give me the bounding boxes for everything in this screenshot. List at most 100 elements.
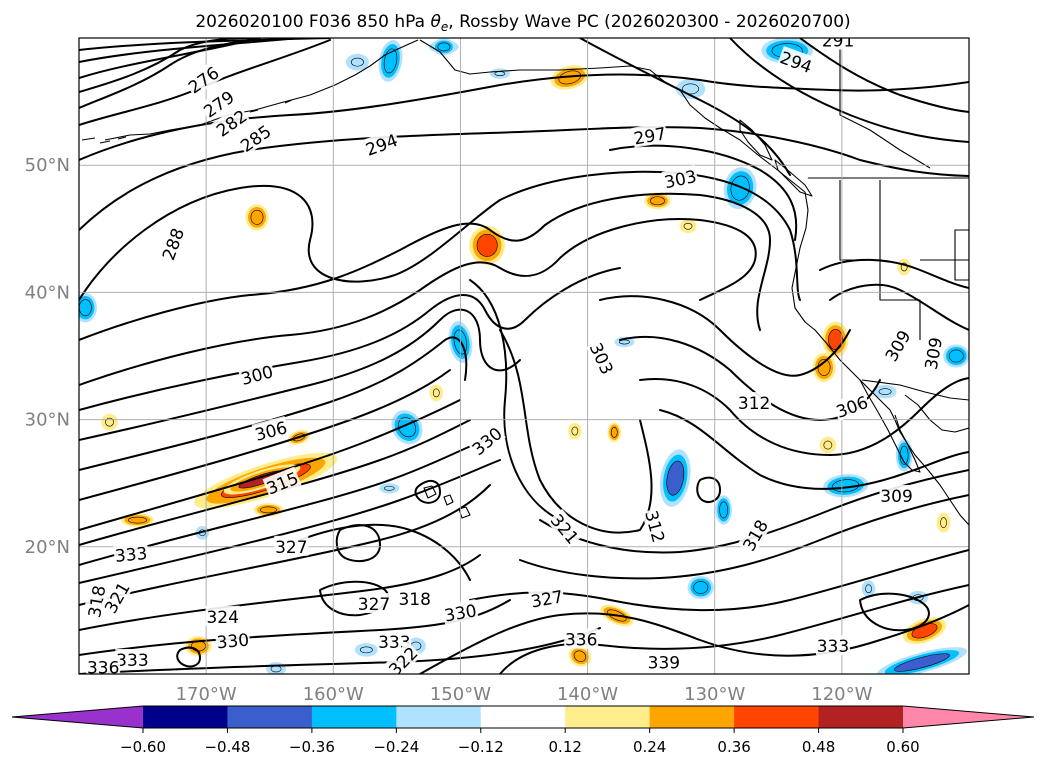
shaded-region xyxy=(812,352,836,383)
contour-label-bg xyxy=(356,593,391,614)
shaded-region xyxy=(823,474,869,498)
axis-labels: 170°W 160°W 150°W 140°W 130°W 120°W 20°N 30°N 40… xyxy=(25,155,873,705)
shaded-region xyxy=(391,410,423,445)
contour-line xyxy=(499,329,653,534)
contour-label: 333 xyxy=(815,635,850,657)
shaded-region-core xyxy=(878,388,892,395)
shaded-region xyxy=(432,38,456,56)
shaded-region-core xyxy=(894,653,950,672)
shaded-region-core xyxy=(719,501,728,519)
contour-label-bg xyxy=(528,585,566,611)
shaded-region-core xyxy=(105,417,114,427)
gridlines xyxy=(79,38,969,674)
colorbar-segment xyxy=(818,706,904,728)
shaded-region-core xyxy=(650,196,665,206)
contour-label-bg xyxy=(879,325,915,366)
contour-label-text: 318 xyxy=(398,590,430,610)
contour-line xyxy=(79,38,261,109)
coastline-hawaii-2 xyxy=(443,494,454,506)
contour-line xyxy=(819,258,969,289)
shaded-region-core xyxy=(865,584,872,594)
contour-label-bg xyxy=(274,535,309,556)
shaded-region xyxy=(469,225,506,265)
contour-line xyxy=(859,592,930,632)
contour-label: 291 xyxy=(821,38,856,52)
lat-tick-label: 20°N xyxy=(25,537,70,558)
shaded-region-core xyxy=(666,460,685,496)
contour-label-bg xyxy=(237,360,276,389)
shaded-region-core xyxy=(683,222,693,230)
contour-label-bg xyxy=(441,599,479,625)
contour-line xyxy=(79,170,801,301)
lat-tick-label: 40°N xyxy=(25,282,70,303)
shaded-region xyxy=(345,53,369,71)
shaded-region xyxy=(876,647,967,674)
contour-label-bg xyxy=(361,128,401,160)
shaded-region xyxy=(861,580,876,598)
shaded-region-core xyxy=(571,426,579,436)
contour-label-text: 324 xyxy=(206,608,238,628)
coastline-bc-islands xyxy=(739,119,773,161)
lon-tick-label: 120°W xyxy=(811,684,872,705)
shaded-region xyxy=(902,617,947,645)
contour-label-bg xyxy=(262,466,302,498)
colorbar-segment xyxy=(143,706,228,728)
contour-line xyxy=(469,279,561,521)
contour-line xyxy=(79,267,621,411)
border-us-states xyxy=(839,180,969,340)
contour-label-bg xyxy=(235,119,275,156)
contour-label-bg xyxy=(251,416,290,445)
contour-line xyxy=(829,283,969,331)
shaded-region xyxy=(245,204,269,231)
shaded-region-core xyxy=(940,517,947,529)
contour-line xyxy=(79,554,481,631)
shaded-region-core xyxy=(828,328,843,350)
lon-tick-label: 130°W xyxy=(684,684,745,705)
shaded-region xyxy=(644,192,671,210)
contour-line xyxy=(579,38,791,176)
contour-label: 336 xyxy=(86,656,121,674)
shaded-region xyxy=(79,292,97,323)
shaded-region xyxy=(568,422,582,440)
border-us-mexico xyxy=(861,379,969,401)
contour-label-bg xyxy=(115,649,150,670)
colorbar-tick-label: 0.36 xyxy=(717,738,750,756)
colorbar-tick-label: −0.36 xyxy=(289,738,335,756)
contour-line xyxy=(609,144,798,241)
contour-label-bg xyxy=(832,390,872,422)
contour-label-bg xyxy=(815,635,850,656)
shaded-region xyxy=(679,219,697,234)
contour-line xyxy=(659,409,969,490)
contour-label-text: 327 xyxy=(275,538,307,558)
contour-label: 297 xyxy=(631,122,669,150)
contour-label: 333 xyxy=(115,649,150,671)
contour-label: 336 xyxy=(564,628,599,651)
contour-label-bg xyxy=(198,85,238,122)
contour-label-text: 327 xyxy=(358,595,390,615)
shaded-region-core xyxy=(948,349,964,363)
coastline-alaska-inner xyxy=(104,133,151,141)
contour-line xyxy=(639,377,969,456)
colorbar-extend-under xyxy=(12,706,143,728)
contour-line xyxy=(79,308,521,441)
contour-label-text: 339 xyxy=(648,654,680,674)
contour-label-bg xyxy=(586,338,619,378)
contour-line xyxy=(79,192,771,341)
shaded-region xyxy=(895,438,913,472)
coastline-vancouver-island xyxy=(774,159,813,197)
shaded-region-core xyxy=(682,83,699,95)
contour-label-bg xyxy=(156,224,188,264)
contour-label: 309 xyxy=(919,334,947,372)
contour-label-bg xyxy=(214,628,251,652)
colorbar-segment xyxy=(311,706,397,728)
coastline-hawaii-3 xyxy=(458,506,471,519)
shaded-region-core xyxy=(79,299,92,317)
colorbar-segment xyxy=(227,706,313,728)
shaded-region xyxy=(936,512,951,533)
colorbar-segment xyxy=(480,706,566,728)
colorbar: −0.60 −0.48 −0.36 −0.24 −0.12 0.12 0.24 0.36 0.4… xyxy=(11,705,1035,756)
coastline-mexico xyxy=(904,439,969,526)
colorbar-tick-label: 0.12 xyxy=(549,738,582,756)
colorbar-segment xyxy=(396,706,482,728)
